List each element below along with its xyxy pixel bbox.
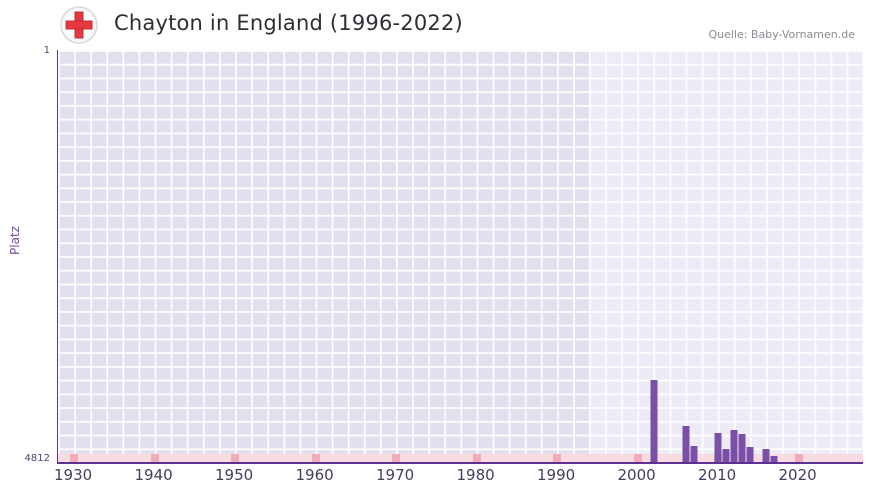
- x-tick-1950: 1950: [215, 466, 254, 484]
- rank-bar-2007: [690, 446, 698, 462]
- x-tick-1940: 1940: [134, 466, 173, 484]
- strip-mark-1930: [70, 454, 79, 462]
- strip-mark-1980: [472, 454, 481, 462]
- rank-bar-2006: [682, 426, 690, 462]
- rank-bar-2013: [738, 434, 746, 462]
- y-axis-label: Platz: [8, 226, 22, 255]
- source-credit: Quelle: Baby-Vornamen.de: [708, 28, 855, 41]
- england-flag-icon: [60, 6, 98, 44]
- x-tick-2020: 2020: [778, 466, 817, 484]
- x-tick-1980: 1980: [456, 466, 495, 484]
- x-tick-2010: 2010: [698, 466, 737, 484]
- rank-bar-2014: [746, 447, 754, 462]
- strip-mark-1940: [150, 454, 159, 462]
- rank-bar-2011: [722, 448, 730, 462]
- y-tick-bottom: 4812: [24, 453, 50, 464]
- rank-bar-2002: [650, 380, 658, 462]
- plot-area: [57, 50, 863, 464]
- x-tick-1990: 1990: [537, 466, 576, 484]
- strip-mark-2000: [633, 454, 642, 462]
- highlight-region: [589, 50, 863, 462]
- rank-bar-2017: [770, 455, 778, 462]
- x-tick-1960: 1960: [295, 466, 334, 484]
- x-tick-1970: 1970: [376, 466, 415, 484]
- rank-bar-2012: [730, 430, 738, 462]
- rank-bar-2016: [762, 448, 770, 462]
- page-title: Chayton in England (1996-2022): [114, 11, 463, 35]
- strip-mark-1990: [553, 454, 562, 462]
- y-tick-top: 1: [43, 45, 50, 56]
- strip-mark-1950: [231, 454, 240, 462]
- strip-mark-1970: [392, 454, 401, 462]
- rank-bar-2010: [714, 432, 722, 462]
- strip-mark-1960: [311, 454, 320, 462]
- chart-header: Chayton in England (1996-2022) Quelle: B…: [0, 0, 873, 48]
- x-tick-1930: 1930: [54, 466, 93, 484]
- strip-mark-2020: [794, 454, 803, 462]
- x-axis: 1930 1940 1950 1960 1970 1980 1990 2000 2010 2020: [54, 466, 862, 492]
- x-tick-2000: 2000: [617, 466, 656, 484]
